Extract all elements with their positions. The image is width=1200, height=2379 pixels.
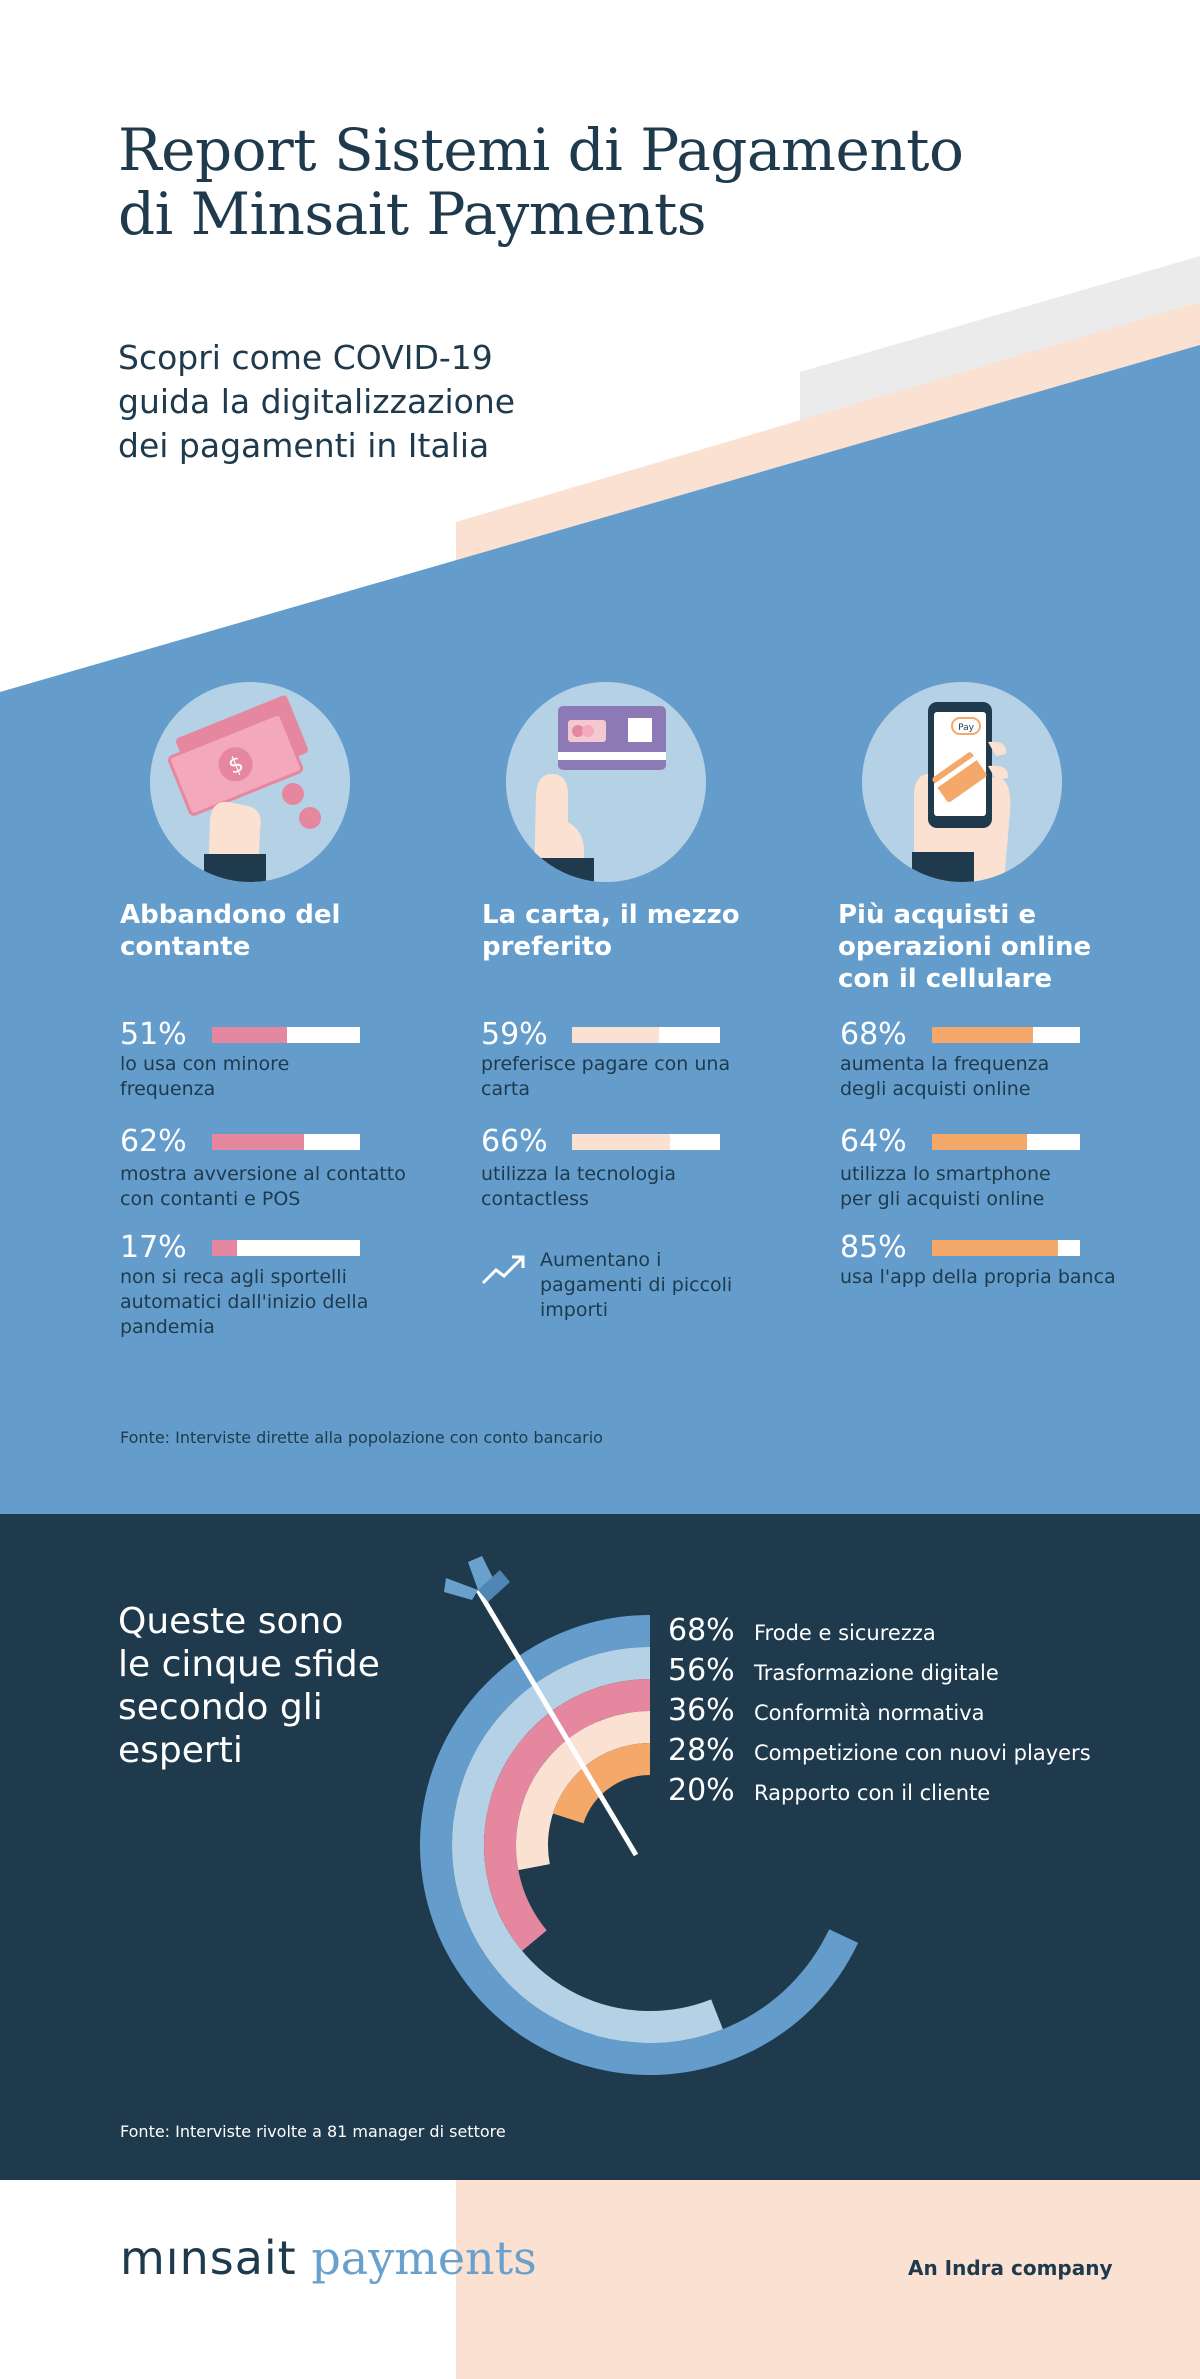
pay-badge-text: Pay — [958, 723, 975, 733]
legend-percent: 36% — [668, 1693, 735, 1728]
stat-description: aumenta la frequenza degli acquisti onlin… — [840, 1053, 1050, 1100]
logo-suffix: payments — [296, 2231, 537, 2285]
legend-label: Trasformazione digitale — [754, 1661, 999, 1685]
ring-bar-3 — [484, 1679, 651, 1951]
column-title-line: contante — [120, 932, 251, 962]
column-title-line: La carta, il mezzo — [482, 900, 740, 930]
minsait-payments-logo: mınsait payments — [120, 2232, 537, 2284]
stat-percent: 51% — [120, 1017, 187, 1052]
stat-percent: 17% — [120, 1230, 187, 1265]
stat-percent: 68% — [840, 1017, 907, 1052]
challenges-title-line: secondo gli — [118, 1687, 323, 1728]
progress-bar — [932, 1240, 1080, 1256]
ring-bar-4 — [516, 1711, 651, 1871]
column-title-cash: Abbandono del contante — [120, 899, 340, 963]
stat-card-2: 66% utilizza la tecnologia contactless — [481, 1125, 720, 1212]
progress-bar — [932, 1027, 1080, 1043]
legend-item: 68% Frode e sicurezza — [668, 1614, 1091, 1654]
stat-description: non si reca agli sportelli automatici dal… — [120, 1266, 369, 1338]
stat-cash-3: 17% non si reca agli sportelli automatici… — [120, 1231, 368, 1340]
progress-bar-fill — [572, 1027, 660, 1043]
column-title-line: Più acquisti e — [838, 900, 1037, 930]
column-title-line: Abbandono del — [120, 900, 341, 930]
stat-mobile-1: 68% aumenta la frequenza degli acquisti o… — [840, 1018, 1080, 1102]
challenges-source-note: Fonte: Interviste rivolte a 81 manager d… — [120, 2122, 506, 2141]
progress-bar — [572, 1027, 720, 1043]
legend-item: 20% Rapporto con il cliente — [668, 1774, 1091, 1814]
progress-bar-fill — [212, 1134, 304, 1150]
ring-bar-1 — [420, 1615, 859, 2075]
stat-description: lo usa con minore frequenza — [120, 1053, 290, 1100]
legend-item: 36% Conformità normativa — [668, 1694, 1091, 1734]
subtitle-line-3: dei pagamenti in Italia — [118, 426, 490, 465]
stat-mobile-3: 85% usa l'app della propria banca — [840, 1231, 1116, 1290]
title-line-1: Report Sistemi di Pagamento — [118, 116, 964, 184]
challenges-legend: 68% Frode e sicurezza 56% Trasformazione di… — [668, 1614, 1091, 1814]
progress-bar — [212, 1134, 360, 1150]
stat-description: utilizza lo smartphone per gli acquisti o… — [840, 1163, 1051, 1210]
ring-bar-5 — [552, 1743, 651, 1824]
ring-bar-2 — [452, 1647, 723, 2043]
stat-percent: 85% — [840, 1230, 907, 1265]
stat-description: usa l'app della propria banca — [840, 1266, 1116, 1288]
cash-hand-icon: $ — [150, 682, 350, 882]
phone-pay-icon: Pay — [862, 682, 1062, 882]
stat-description: mostra avversione al contatto con contant… — [120, 1163, 406, 1210]
indra-company-label: An Indra company — [908, 2256, 1113, 2280]
column-title-line: operazioni online — [838, 932, 1092, 962]
column-title-line: preferito — [482, 932, 613, 962]
legend-label: Frode e sicurezza — [754, 1621, 936, 1645]
stat-description: preferisce pagare con una carta — [481, 1053, 731, 1100]
legend-percent: 56% — [668, 1653, 735, 1688]
progress-bar — [932, 1134, 1080, 1150]
progress-bar-fill — [932, 1134, 1027, 1150]
legend-label: Rapporto con il cliente — [754, 1781, 991, 1805]
legend-percent: 28% — [668, 1733, 735, 1768]
logo-main: mınsait — [120, 2231, 297, 2285]
challenges-title: Queste sono le cinque sfide secondo gli … — [118, 1600, 380, 1772]
page-subtitle: Scopri come COVID-19 guida la digitalizz… — [118, 336, 515, 468]
trend-note: Aumentano i pagamenti di piccoli importi — [540, 1249, 733, 1321]
challenges-title-line: esperti — [118, 1730, 243, 1771]
progress-bar-fill — [932, 1027, 1033, 1043]
stat-percent: 64% — [840, 1124, 907, 1159]
progress-bar-fill — [212, 1240, 238, 1256]
legend-percent: 20% — [668, 1773, 735, 1808]
progress-bar-fill — [212, 1027, 288, 1043]
progress-bar — [212, 1240, 360, 1256]
title-line-2: di Minsait Payments — [118, 180, 707, 248]
blue-panel — [0, 345, 1200, 1515]
progress-bar-fill — [932, 1240, 1058, 1256]
stat-percent: 66% — [481, 1124, 548, 1159]
stat-description: utilizza la tecnologia contactless — [481, 1163, 677, 1210]
legend-label: Conformità normativa — [754, 1701, 985, 1725]
page-title: Report Sistemi di Pagamento di Minsait P… — [118, 116, 964, 248]
progress-bar-fill — [572, 1134, 670, 1150]
legend-item: 28% Competizione con nuovi players — [668, 1734, 1091, 1774]
card-hand-icon — [506, 682, 706, 882]
stat-card-1: 59% preferisce pagare con una carta — [481, 1018, 730, 1102]
column-title-card: La carta, il mezzo preferito — [482, 899, 740, 963]
stat-percent: 62% — [120, 1124, 187, 1159]
column-title-line: con il cellulare — [838, 964, 1053, 994]
legend-label: Competizione con nuovi players — [754, 1741, 1091, 1765]
stat-percent: 59% — [481, 1017, 548, 1052]
stat-cash-2: 62% mostra avversione al contatto con con… — [120, 1125, 406, 1212]
challenges-title-line: Queste sono — [118, 1601, 344, 1642]
legend-item: 56% Trasformazione digitale — [668, 1654, 1091, 1694]
trend-up-icon — [480, 1248, 528, 1292]
column-title-mobile: Più acquisti e operazioni online con il … — [838, 899, 1091, 995]
progress-bar — [572, 1134, 720, 1150]
stat-mobile-2: 64% utilizza lo smartphone per gli acquis… — [840, 1125, 1080, 1212]
subtitle-line-2: guida la digitalizzazione — [118, 382, 516, 421]
subtitle-line-1: Scopri come COVID-19 — [118, 338, 493, 377]
arrow-dart-icon — [444, 1556, 639, 1857]
progress-bar — [212, 1027, 360, 1043]
legend-percent: 68% — [668, 1613, 735, 1648]
stat-cash-1: 51% lo usa con minore frequenza — [120, 1018, 360, 1102]
challenges-title-line: le cinque sfide — [118, 1644, 380, 1685]
source-note: Fonte: Interviste dirette alla popolazio… — [120, 1428, 603, 1447]
